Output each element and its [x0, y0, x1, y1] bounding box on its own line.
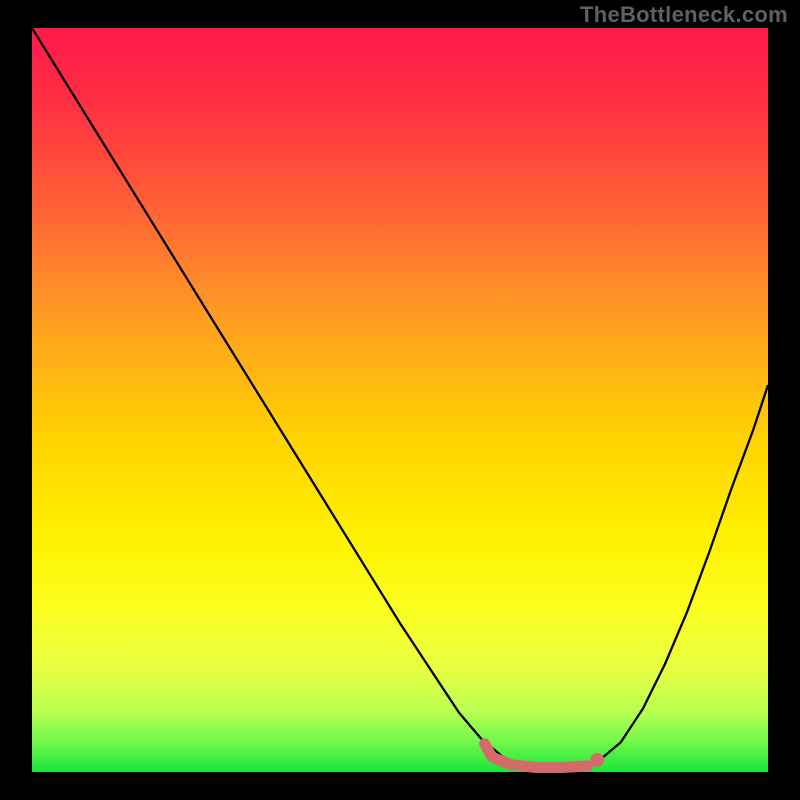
plot-gradient-bg [32, 28, 768, 772]
optimal-zone-end-dot [590, 753, 604, 767]
bottleneck-chart [0, 0, 800, 800]
